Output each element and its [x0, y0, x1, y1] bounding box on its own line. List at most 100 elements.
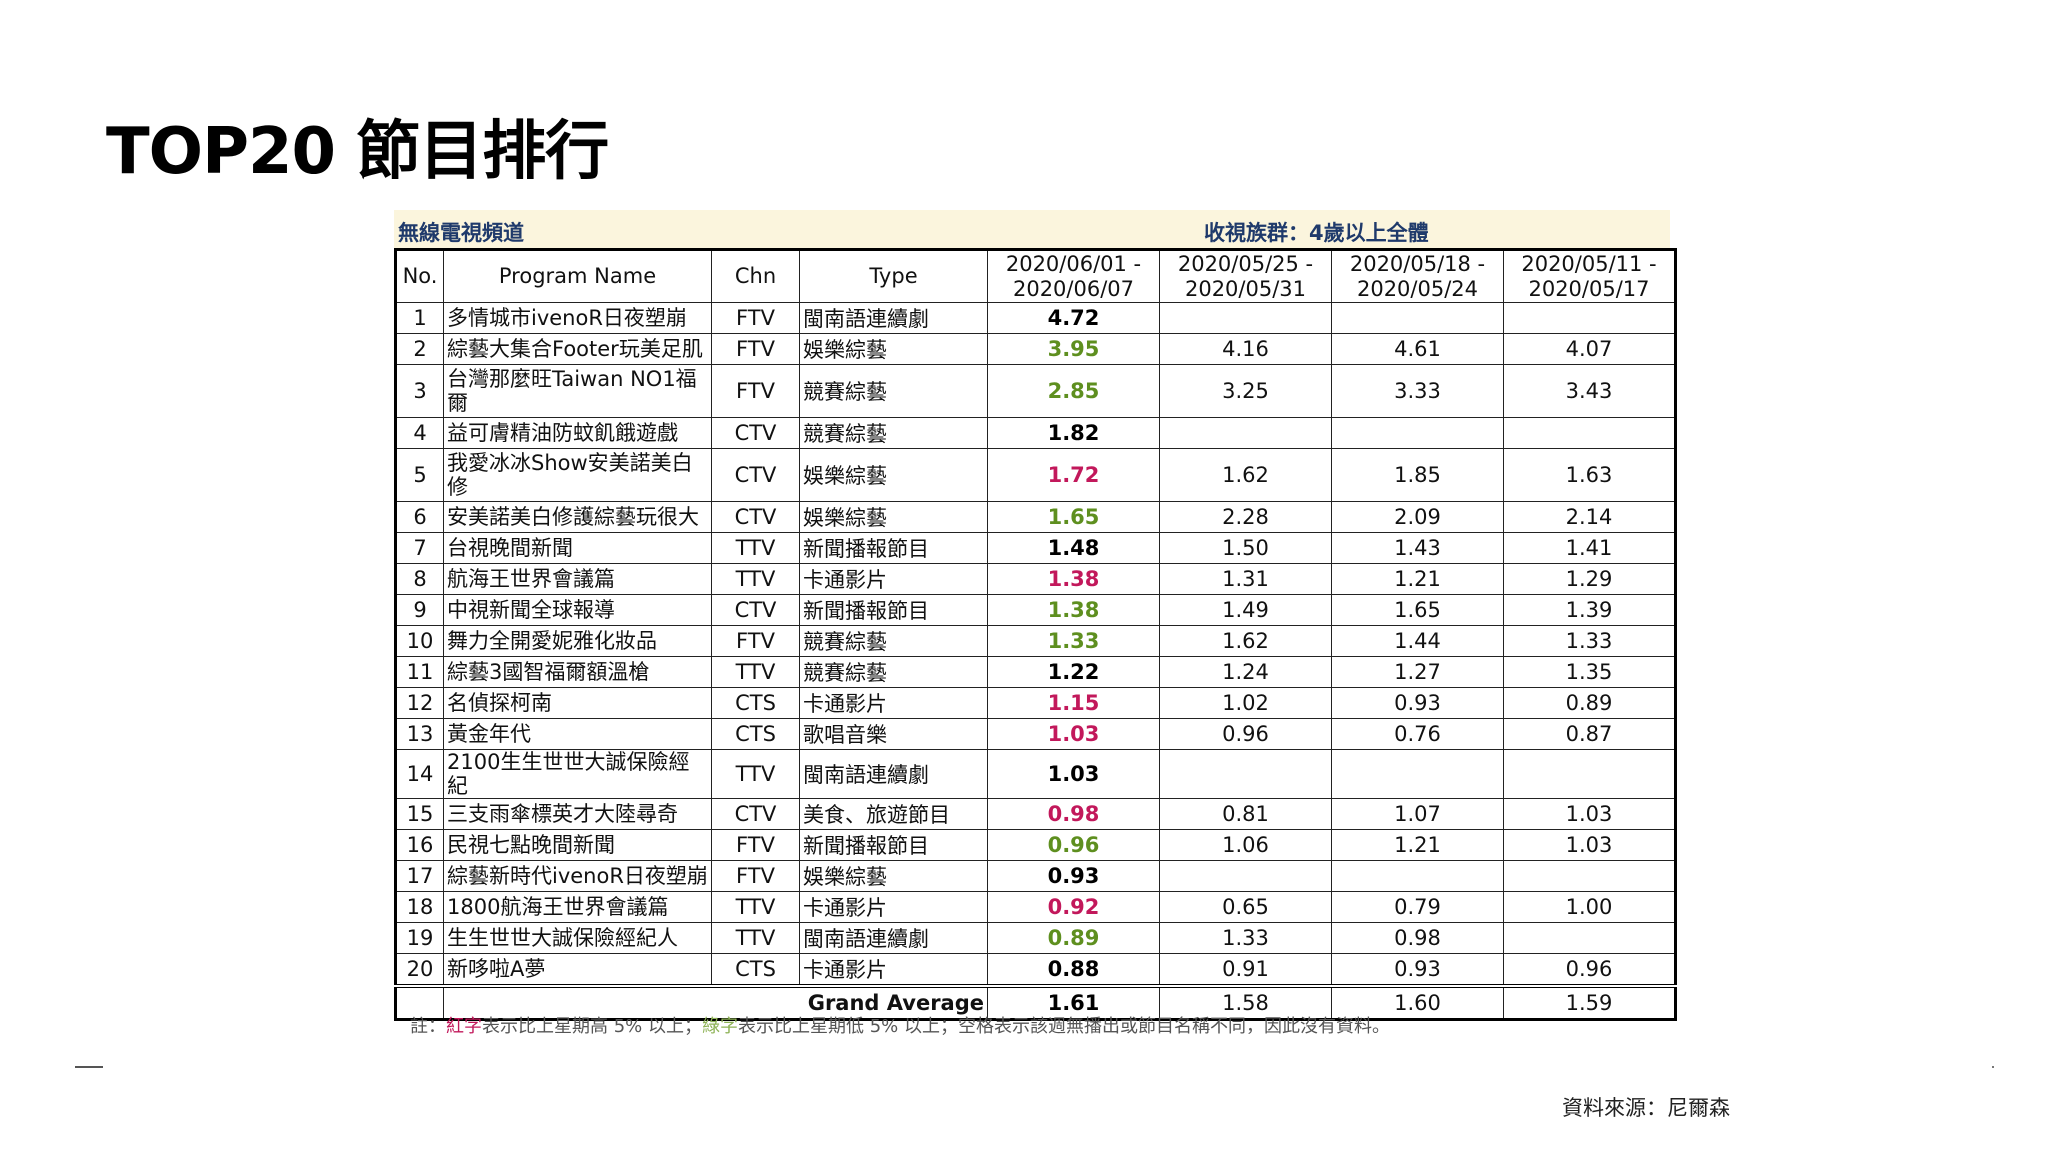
- program-name-cell: 新哆啦A夢: [443, 953, 712, 987]
- week1-rating-cell: 1.33: [987, 625, 1160, 657]
- week4-rating-cell: 1.33: [1503, 625, 1676, 657]
- channel-cell: CTS: [711, 953, 800, 987]
- table-row: 1 多情城市ivenoR日夜塑崩 FTV 閩南語連續劇 4.72: [395, 302, 1676, 334]
- grand-average-week4: 1.59: [1503, 984, 1676, 1020]
- week1-rating-cell: 0.92: [987, 891, 1160, 923]
- week4-rating-cell: [1503, 922, 1676, 954]
- grand-average-week2: 1.58: [1159, 984, 1332, 1020]
- program-name-cell: 安美諾美白修護綜藝玩很大: [443, 501, 712, 533]
- table-row: 19 生生世世大誠保險經紀人 TTV 閩南語連續劇 0.89 1.33 0.98: [395, 922, 1676, 954]
- program-name-cell: 綜藝大集合Footer玩美足肌: [443, 333, 712, 365]
- week3-rating-cell: 1.07: [1331, 798, 1504, 830]
- week1-rating-cell: 1.48: [987, 532, 1160, 564]
- week4-rating-cell: 1.03: [1503, 829, 1676, 861]
- week3-rating-cell: 1.85: [1331, 448, 1504, 502]
- week2-rating-cell: [1159, 860, 1332, 892]
- page-title: TOP20 節目排行: [106, 115, 609, 189]
- week2-rating-cell: 1.02: [1159, 687, 1332, 719]
- week4-rating-cell: [1503, 302, 1676, 334]
- rank-cell: 18: [395, 891, 444, 923]
- grand-average-row: Grand Average 1.61 1.58 1.60 1.59: [395, 984, 1676, 1020]
- table-body: 1 多情城市ivenoR日夜塑崩 FTV 閩南語連續劇 4.72 2 綜藝大集合Footer…: [395, 302, 1676, 987]
- col-header-week2: 2020/05/25 - 2020/05/31: [1159, 249, 1332, 303]
- channel-cell: FTV: [711, 302, 800, 334]
- channel-cell: FTV: [711, 860, 800, 892]
- week2-rating-cell: 0.91: [1159, 953, 1332, 987]
- grand-average-week1: 1.61: [987, 984, 1160, 1020]
- rank-cell: 10: [395, 625, 444, 657]
- week3-rating-cell: 1.43: [1331, 532, 1504, 564]
- rank-cell: 11: [395, 656, 444, 688]
- type-cell: 競賽綜藝: [799, 364, 988, 418]
- type-cell: 新聞播報節目: [799, 594, 988, 626]
- week2-rating-cell: 1.62: [1159, 448, 1332, 502]
- week1-rating-cell: 3.95: [987, 333, 1160, 365]
- week3-rating-cell: 1.65: [1331, 594, 1504, 626]
- col-header-type: Type: [799, 249, 988, 303]
- week2-rating-cell: 1.62: [1159, 625, 1332, 657]
- channel-cell: CTV: [711, 501, 800, 533]
- program-name-cell: 我愛冰冰Show安美諾美白修: [443, 448, 712, 502]
- table-footnote: 註：紅字表示比上星期高 5% 以上；綠字表示比上星期低 5% 以上；空格表示該週…: [410, 1012, 1390, 1038]
- week2-rating-cell: 1.31: [1159, 563, 1332, 595]
- week1-rating-cell: 0.96: [987, 829, 1160, 861]
- table-row: 14 2100生生世世大誠保險經紀 TTV 閩南語連續劇 1.03: [395, 749, 1676, 799]
- channel-cell: TTV: [711, 891, 800, 923]
- grand-average-label: Grand Average: [443, 984, 988, 1020]
- type-cell: 競賽綜藝: [799, 625, 988, 657]
- week4-rating-cell: 1.41: [1503, 532, 1676, 564]
- type-cell: 卡通影片: [799, 687, 988, 719]
- rank-cell: 17: [395, 860, 444, 892]
- table-row: 3 台灣那麼旺Taiwan NO1福爾 FTV 競賽綜藝 2.85 3.25 3.33 3.4…: [395, 364, 1676, 418]
- note-green-word: 綠字: [702, 1016, 738, 1037]
- type-cell: 娛樂綜藝: [799, 448, 988, 502]
- ratings-table: No. Program Name Chn Type 2020/06/01 - 2…: [394, 248, 1677, 1021]
- table-row: 4 益可膚精油防蚊飢餓遊戲 CTV 競賽綜藝 1.82: [395, 417, 1676, 449]
- program-name-cell: 綜藝3國智福爾額溫槍: [443, 656, 712, 688]
- week3-rating-cell: [1331, 749, 1504, 799]
- week4-rating-cell: [1503, 860, 1676, 892]
- type-cell: 美食、旅遊節目: [799, 798, 988, 830]
- week4-rating-cell: [1503, 749, 1676, 799]
- week3-rating-cell: [1331, 302, 1504, 334]
- grand-average-spacer: [395, 984, 444, 1020]
- channel-cell: CTS: [711, 718, 800, 750]
- week1-rating-cell: 1.22: [987, 656, 1160, 688]
- rank-cell: 15: [395, 798, 444, 830]
- week2-rating-cell: [1159, 417, 1332, 449]
- type-cell: 閩南語連續劇: [799, 302, 988, 334]
- week4-rating-cell: 0.96: [1503, 953, 1676, 987]
- week3-rating-cell: 3.33: [1331, 364, 1504, 418]
- channel-cell: TTV: [711, 563, 800, 595]
- program-name-cell: 三支雨傘標英才大陸尋奇: [443, 798, 712, 830]
- divider-mark: [75, 1066, 103, 1068]
- table-row: 8 航海王世界會議篇 TTV 卡通影片 1.38 1.31 1.21 1.29: [395, 563, 1676, 595]
- week4-rating-cell: 2.14: [1503, 501, 1676, 533]
- week1-rating-cell: 4.72: [987, 302, 1160, 334]
- week3-rating-cell: 0.98: [1331, 922, 1504, 954]
- table-row: 7 台視晚間新聞 TTV 新聞播報節目 1.48 1.50 1.43 1.41: [395, 532, 1676, 564]
- week4-rating-cell: 3.43: [1503, 364, 1676, 418]
- week4-rating-cell: 1.63: [1503, 448, 1676, 502]
- rank-cell: 7: [395, 532, 444, 564]
- col-header-program: Program Name: [443, 249, 712, 303]
- rank-cell: 9: [395, 594, 444, 626]
- rank-cell: 4: [395, 417, 444, 449]
- channel-cell: TTV: [711, 922, 800, 954]
- week3-rating-cell: 1.27: [1331, 656, 1504, 688]
- rank-cell: 13: [395, 718, 444, 750]
- week1-rating-cell: 0.88: [987, 953, 1160, 987]
- week2-rating-cell: 1.49: [1159, 594, 1332, 626]
- week2-rating-cell: 4.16: [1159, 333, 1332, 365]
- week3-rating-cell: 1.44: [1331, 625, 1504, 657]
- table-row: 18 1800航海王世界會議篇 TTV 卡通影片 0.92 0.65 0.79 1.00: [395, 891, 1676, 923]
- type-cell: 新聞播報節目: [799, 829, 988, 861]
- week1-rating-cell: 1.72: [987, 448, 1160, 502]
- rank-cell: 12: [395, 687, 444, 719]
- rank-cell: 1: [395, 302, 444, 334]
- week3-rating-cell: 0.93: [1331, 687, 1504, 719]
- note-red-word: 紅字: [446, 1016, 482, 1037]
- week1-rating-cell: 2.85: [987, 364, 1160, 418]
- week1-rating-cell: 1.65: [987, 501, 1160, 533]
- type-cell: 娛樂綜藝: [799, 860, 988, 892]
